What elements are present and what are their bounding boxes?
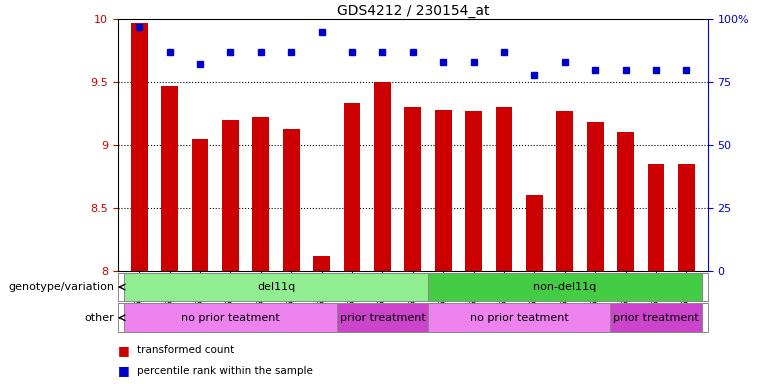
Bar	[344, 103, 361, 271]
Bar	[222, 120, 239, 271]
Bar	[314, 256, 330, 271]
Bar	[556, 111, 573, 271]
Bar	[428, 273, 702, 301]
Bar	[587, 122, 603, 271]
Text: no prior teatment: no prior teatment	[181, 313, 280, 323]
Bar	[253, 117, 269, 271]
Text: no prior teatment: no prior teatment	[470, 313, 568, 323]
Bar	[161, 86, 178, 271]
Bar	[374, 82, 391, 271]
Bar	[131, 23, 148, 271]
Text: prior treatment: prior treatment	[339, 313, 425, 323]
Bar	[283, 129, 300, 271]
Bar	[465, 111, 482, 271]
Text: del11q: del11q	[257, 282, 295, 292]
Title: GDS4212 / 230154_at: GDS4212 / 230154_at	[336, 4, 489, 18]
Bar	[405, 107, 421, 271]
Text: ■: ■	[118, 364, 129, 377]
Bar	[124, 273, 428, 301]
Bar	[428, 303, 610, 332]
Bar	[526, 195, 543, 271]
Bar	[610, 303, 702, 332]
Text: transformed count: transformed count	[137, 345, 234, 355]
Text: non-del11q: non-del11q	[533, 282, 597, 292]
Bar	[648, 164, 664, 271]
Bar	[124, 303, 337, 332]
Bar	[435, 110, 451, 271]
Text: prior treatment: prior treatment	[613, 313, 699, 323]
Bar	[678, 164, 695, 271]
Bar	[192, 139, 209, 271]
Text: other: other	[84, 313, 114, 323]
Text: percentile rank within the sample: percentile rank within the sample	[137, 366, 313, 376]
Bar	[495, 107, 512, 271]
Text: ■: ■	[118, 344, 129, 357]
Bar	[617, 132, 634, 271]
Text: genotype/variation: genotype/variation	[8, 282, 114, 292]
Bar	[337, 303, 428, 332]
